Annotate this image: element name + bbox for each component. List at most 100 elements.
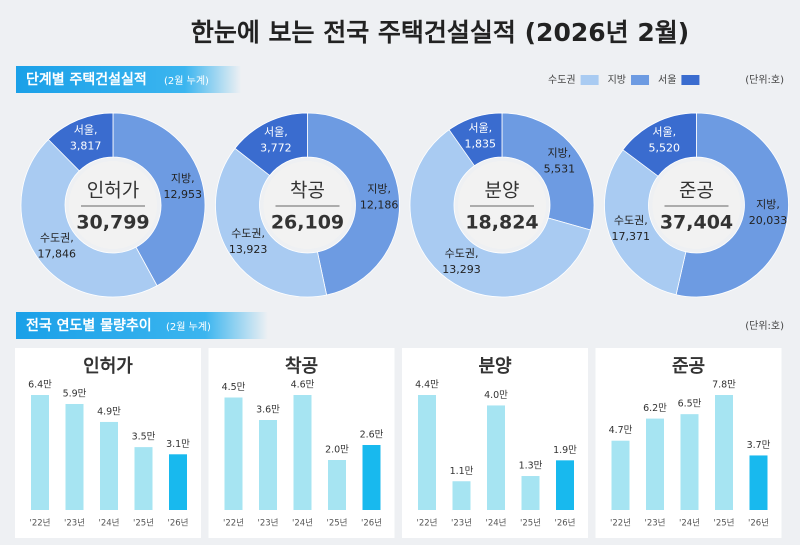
segment-value: 5,520: [649, 142, 681, 155]
value-label: 3.1만: [166, 439, 190, 450]
donut-segment: [448, 112, 503, 167]
section-banner: [16, 312, 268, 339]
value-label: 4.4만: [415, 380, 439, 391]
segment-value: 5,531: [544, 163, 576, 176]
segment-value: 12,186: [360, 198, 399, 211]
segment-value: 3,772: [260, 141, 292, 154]
bar: [452, 481, 471, 510]
section-title: 단계별 주택건설실적: [26, 71, 147, 88]
bar: [556, 460, 574, 510]
segment-value: 17,846: [38, 248, 77, 261]
segment-label: 수도권,: [614, 214, 648, 227]
bar: [31, 395, 49, 510]
segment-value: 13,923: [229, 243, 268, 256]
section-note: (2월 누계): [164, 75, 209, 87]
x-tick-label: '22년: [223, 518, 244, 529]
segment-label: 지방,: [367, 182, 391, 195]
bar: [134, 447, 153, 510]
x-tick-label: '22년: [30, 518, 51, 529]
x-tick-label: '24년: [292, 518, 313, 529]
value-label: 2.0만: [325, 445, 349, 456]
panel-title: 착공: [285, 356, 318, 377]
legend-label: 수도권: [548, 74, 576, 86]
segment-value: 20,033: [749, 214, 788, 227]
donut-segment: [234, 112, 308, 177]
value-label: 3.6만: [256, 405, 280, 416]
x-tick-label: '26년: [168, 518, 189, 529]
x-tick-label: '25년: [327, 518, 348, 529]
donut-center-label: 준공: [679, 180, 714, 202]
segment-label: 지방,: [548, 147, 572, 160]
donut-total: 37,404: [660, 212, 733, 234]
donut-total: 18,824: [465, 212, 538, 234]
bar: [169, 454, 187, 510]
donut-center-label: 인허가: [87, 180, 139, 202]
value-label: 1.9만: [553, 445, 577, 456]
legend-label: 서울: [658, 74, 676, 86]
segment-label: 서울,: [264, 125, 288, 138]
legend-label: 지방: [608, 74, 626, 86]
bar: [487, 405, 505, 510]
x-tick-label: '22년: [610, 518, 631, 529]
value-label: 4.5만: [222, 382, 246, 393]
segment-value: 3,817: [70, 139, 102, 152]
value-label: 6.2만: [643, 403, 667, 414]
segment-label: 서울,: [74, 123, 98, 136]
bar: [362, 445, 381, 510]
value-label: 7.8만: [712, 380, 736, 391]
segment-label: 수도권,: [445, 247, 479, 260]
x-tick-label: '25년: [714, 518, 735, 529]
x-tick-label: '24년: [486, 518, 507, 529]
segment-value: 17,371: [612, 230, 651, 243]
x-tick-label: '23년: [64, 518, 85, 529]
bar: [715, 395, 733, 510]
donut-center: [652, 161, 741, 249]
donut-center-label: 착공: [290, 180, 325, 202]
donut-segment: [307, 112, 400, 296]
bar: [100, 421, 118, 510]
bar: [646, 418, 664, 510]
x-tick-label: '26년: [361, 518, 382, 529]
value-label: 1.1만: [450, 466, 474, 477]
section-title: 전국 연도별 물량추이: [26, 317, 152, 334]
bar: [328, 460, 346, 510]
value-label: 4.9만: [97, 406, 121, 417]
segment-label: 수도권,: [40, 232, 74, 245]
legend-swatch: [580, 75, 599, 85]
unit-label: (단위:호): [745, 73, 784, 86]
segment-value: 12,953: [164, 188, 203, 201]
unit-label: (단위:호): [745, 319, 784, 332]
segment-label: 지방,: [171, 172, 195, 185]
x-tick-label: '23년: [645, 518, 666, 529]
value-label: 6.5만: [678, 399, 702, 410]
donut-segment: [622, 112, 697, 177]
segment-value: 13,293: [442, 263, 481, 276]
donut-center: [69, 161, 157, 249]
donut-center: [458, 161, 546, 249]
x-tick-label: '22년: [417, 518, 438, 529]
x-tick-label: '25년: [520, 518, 541, 529]
value-label: 3.7만: [747, 440, 771, 451]
x-tick-label: '25년: [133, 518, 154, 529]
donut-total: 26,109: [271, 212, 344, 234]
x-tick-label: '23년: [258, 518, 279, 529]
donut-segment: [501, 112, 595, 231]
segment-label: 서울,: [468, 121, 492, 134]
segment-label: 수도권,: [231, 227, 265, 240]
value-label: 5.9만: [63, 388, 87, 399]
legend-swatch: [681, 75, 700, 85]
bar: [259, 420, 277, 510]
panel-title: 인허가: [83, 356, 133, 377]
value-label: 3.5만: [132, 432, 156, 443]
bar: [521, 476, 540, 510]
value-label: 4.7만: [609, 425, 633, 436]
x-tick-label: '26년: [748, 518, 769, 529]
bar: [611, 440, 630, 510]
bar: [418, 395, 436, 510]
donut-segment: [112, 112, 206, 287]
x-tick-label: '26년: [555, 518, 576, 529]
donut-segment: [675, 112, 789, 298]
bar: [224, 397, 243, 510]
